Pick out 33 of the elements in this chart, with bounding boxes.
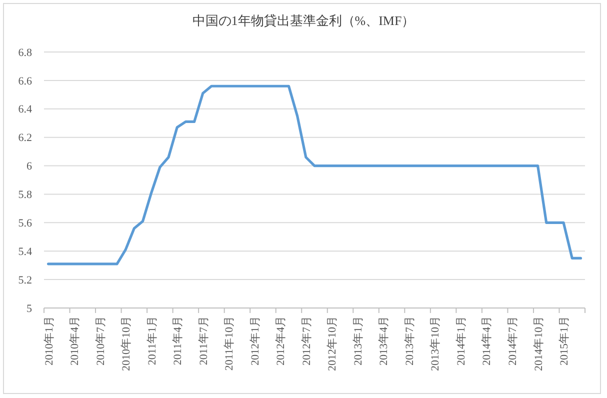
x-tick-label: 2010年7月 [94,316,107,366]
y-tick-label: 5.4 [18,246,32,258]
x-tick-label: 2011年1月 [146,316,158,366]
x-tick-label: 2013年4月 [378,316,390,366]
y-tick-label: 6.4 [18,104,32,116]
y-tick-label: 6.8 [18,46,32,59]
x-tick-label: 2013年7月 [404,316,416,366]
x-tick-label: 2013年1月 [352,316,364,366]
x-tick-label: 2011年10月 [224,316,236,371]
x-tick-label: 2015年1月 [558,316,571,366]
y-tick-label: 5.2 [18,274,32,286]
x-tick-label: 2014年10月 [532,316,545,371]
x-tick-label: 2010年1月 [43,316,56,366]
y-tick-label: 5 [26,302,32,315]
x-tick-label: 2014年7月 [507,316,520,366]
x-tick-label: 2012年10月 [326,316,339,371]
y-tick-label: 6 [26,160,32,173]
x-tick-label: 2011年7月 [198,316,210,366]
x-tick-label: 2014年1月 [455,316,468,366]
x-tick-label: 2014年4月 [481,316,494,366]
y-tick-label: 5.6 [18,218,32,230]
line-series [46,84,582,266]
x-tick-label: 2011年4月 [172,316,184,366]
y-tick-label: 6.2 [18,132,32,144]
y-tick-label: 5.8 [18,189,32,202]
x-tick-label: 2012年1月 [249,316,262,366]
x-tick-label: 2013年10月 [430,316,442,371]
x-tick-label: 2010年10月 [120,316,133,371]
x-tick-label: 2012年4月 [275,316,288,366]
y-tick-label: 6.6 [18,75,32,88]
chart-title: 中国の1年物貸出基準金利（%、IMF） [192,13,415,28]
x-tick-label: 2010年4月 [69,316,82,366]
x-tick-label: 2012年7月 [300,316,313,366]
